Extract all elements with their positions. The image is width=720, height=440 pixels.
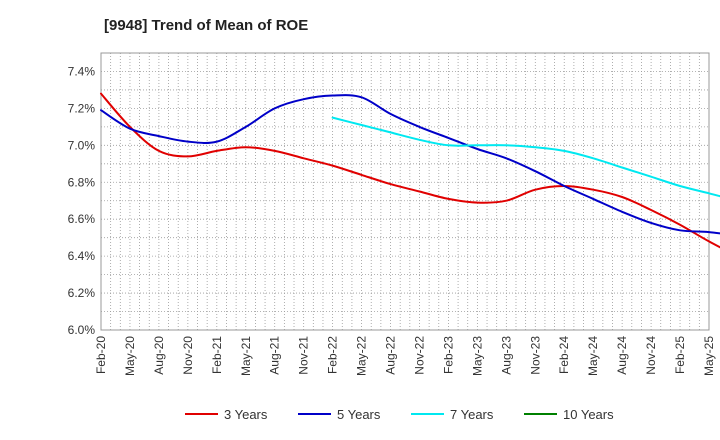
- x-tick-label: Aug-24: [615, 336, 629, 375]
- x-axis: Feb-20 May-20 Aug-20 Nov-20 Feb-21 May-21 Aug-…: [94, 336, 716, 376]
- x-tick-label: Nov-21: [297, 336, 311, 375]
- x-tick-label: Aug-20: [152, 336, 166, 375]
- series-line-5-years: [100, 94, 720, 235]
- y-tick-label: 6.6%: [68, 212, 96, 226]
- x-tick-label: Feb-21: [210, 336, 224, 374]
- y-tick-label: 7.2%: [68, 101, 96, 115]
- y-tick-label: 6.0%: [68, 323, 96, 337]
- series-line-3-years: [100, 92, 720, 249]
- x-tick-label: Nov-23: [528, 336, 542, 375]
- x-tick-label: Aug-23: [499, 336, 513, 375]
- y-axis: 6.0% 6.2% 6.4% 6.6% 6.8% 7.0% 7.2% 7.4%: [68, 64, 96, 337]
- y-tick-label: 6.2%: [68, 286, 96, 300]
- legend-label-10-years: 10 Years: [563, 407, 614, 422]
- x-tick-label: Feb-20: [94, 336, 108, 374]
- x-tick-label: Feb-22: [326, 336, 340, 374]
- x-tick-label: May-25: [702, 336, 716, 376]
- x-tick-label: Aug-22: [384, 336, 398, 375]
- x-tick-label: May-22: [355, 336, 369, 376]
- x-tick-label: Nov-22: [412, 336, 426, 375]
- chart-title: [9948] Trend of Mean of ROE: [104, 17, 308, 34]
- x-tick-label: Feb-23: [441, 336, 455, 374]
- legend-label-5-years: 5 Years: [337, 407, 381, 422]
- y-tick-label: 7.4%: [68, 64, 96, 78]
- legend-label-7-years: 7 Years: [450, 407, 494, 422]
- x-tick-label: Aug-21: [268, 336, 282, 375]
- legend-label-3-years: 3 Years: [224, 407, 268, 422]
- plot-area: [100, 52, 710, 331]
- x-tick-label: Nov-24: [644, 336, 658, 375]
- y-tick-label: 6.8%: [68, 175, 96, 189]
- x-tick-label: May-24: [586, 336, 600, 376]
- legend: 3 Years 5 Years 7 Years 10 Years: [185, 407, 614, 422]
- x-tick-label: May-21: [239, 336, 253, 376]
- x-tick-label: Nov-20: [181, 336, 195, 375]
- x-tick-label: May-20: [123, 336, 137, 376]
- grid: [101, 53, 709, 330]
- x-tick-label: Feb-25: [673, 336, 687, 374]
- y-tick-label: 7.0%: [68, 138, 96, 152]
- y-tick-label: 6.4%: [68, 249, 96, 263]
- x-tick-label: Feb-24: [557, 336, 571, 374]
- x-tick-label: May-23: [470, 336, 484, 376]
- series-line-7-years: [331, 116, 720, 198]
- series-lines: [100, 92, 720, 249]
